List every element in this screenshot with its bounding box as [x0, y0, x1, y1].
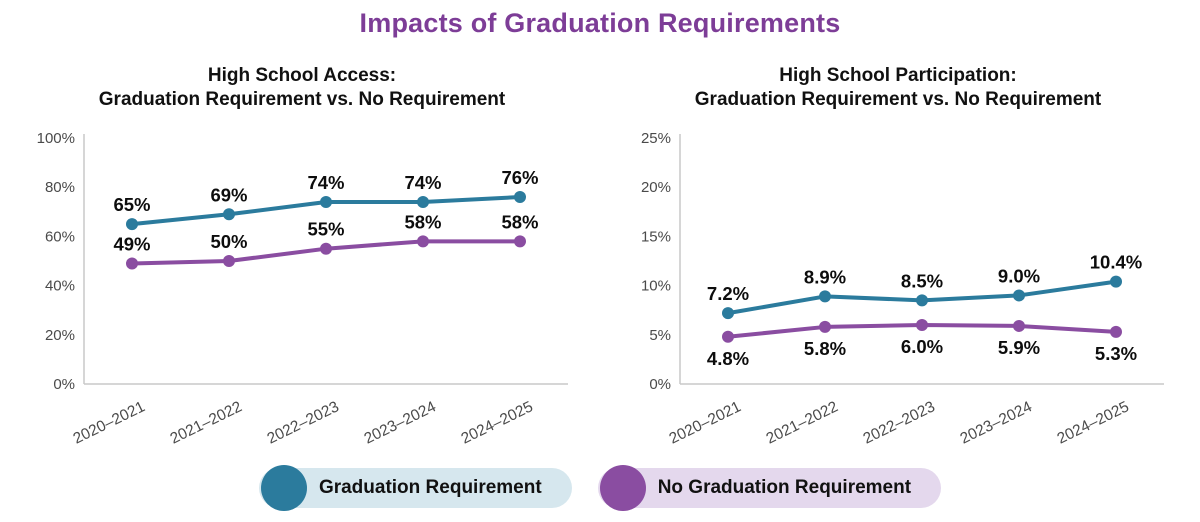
- data-label: 9.0%: [998, 265, 1040, 286]
- data-point: [223, 208, 235, 221]
- y-tick-label: 80%: [45, 179, 75, 196]
- legend-purple-circle-icon: [599, 465, 646, 511]
- y-tick-label: 40%: [45, 278, 75, 295]
- data-point: [722, 330, 734, 343]
- data-point: [1110, 275, 1122, 288]
- chart-title-access: High School Access: Graduation Requireme…: [12, 64, 592, 116]
- participation-line-chart: 0% 5% 10% 15% 20% 25% 2020–2021 2021–2022 2022–2…: [641, 130, 1164, 448]
- y-tick-label: 0%: [649, 376, 671, 393]
- legend-item-graduation-requirement: Graduation Requirement: [258, 465, 572, 511]
- data-label: 58%: [404, 211, 441, 232]
- legend-item-no-graduation-requirement: No Graduation Requirement: [597, 465, 942, 511]
- chart-access: High School Access: Graduation Requireme…: [12, 64, 592, 468]
- data-point: [514, 235, 526, 248]
- data-point: [514, 191, 526, 204]
- data-label: 8.5%: [901, 270, 943, 291]
- chart-title-participation: High School Participation: Graduation Re…: [608, 64, 1188, 116]
- legend-label-graduation-requirement: Graduation Requirement: [318, 477, 542, 498]
- data-point: [126, 218, 138, 231]
- data-label: 74%: [307, 172, 344, 193]
- y-tick-label: 15%: [641, 228, 671, 245]
- access-line-chart: 0% 20% 40% 60% 80% 100% 2020–2021 2021–2022 2022…: [37, 130, 568, 448]
- x-tick-label: 2020–2021: [667, 398, 744, 447]
- data-point: [1013, 289, 1025, 302]
- page-title: Impacts of Graduation Requirements: [359, 8, 841, 38]
- data-label: 49%: [113, 233, 150, 254]
- data-point: [722, 307, 734, 320]
- data-point: [819, 290, 831, 303]
- x-tick-label: 2022–2023: [265, 398, 342, 447]
- data-point: [916, 318, 928, 331]
- data-label: 55%: [307, 219, 344, 240]
- chart-title-access-line1: High School Access:: [207, 65, 397, 86]
- data-label: 5.3%: [1095, 343, 1137, 364]
- y-tick-label: 60%: [45, 228, 75, 245]
- x-tick-label: 2023–2024: [958, 398, 1036, 447]
- legend-label-no-graduation-requirement: No Graduation Requirement: [657, 477, 912, 498]
- data-label: 6.0%: [901, 336, 943, 357]
- data-label: 5.9%: [998, 337, 1040, 358]
- data-point: [126, 257, 138, 270]
- chart-participation: High School Participation: Graduation Re…: [608, 64, 1188, 468]
- x-tick-label: 2020–2021: [71, 398, 148, 447]
- data-point: [320, 195, 332, 208]
- legend: Graduation Requirement No Graduation Req…: [0, 465, 1200, 511]
- x-tick-label: 2023–2024: [362, 398, 440, 447]
- data-label: 58%: [501, 211, 538, 232]
- y-tick-label: 5%: [649, 327, 671, 344]
- data-point: [1110, 325, 1122, 338]
- data-point: [417, 195, 429, 208]
- data-label: 5.8%: [804, 338, 846, 359]
- y-tick-label: 0%: [53, 376, 75, 393]
- chart-title-participation-line2: Graduation Requirement vs. No Requiremen…: [694, 89, 1102, 111]
- y-tick-label: 20%: [45, 327, 75, 344]
- data-label: 7.2%: [707, 283, 749, 304]
- x-tick-label: 2021–2022: [764, 398, 841, 447]
- data-point: [819, 320, 831, 333]
- data-label: 8.9%: [804, 266, 846, 287]
- data-point: [223, 255, 235, 267]
- data-label: 4.8%: [707, 348, 749, 369]
- data-point: [417, 235, 429, 248]
- data-point: [916, 294, 928, 307]
- x-tick-label: 2022–2023: [861, 398, 938, 447]
- data-point: [320, 242, 332, 255]
- x-tick-label: 2024–2025: [459, 398, 536, 447]
- chart-title-participation-line1: High School Participation:: [779, 65, 1017, 86]
- data-label: 10.4%: [1090, 252, 1142, 273]
- data-label: 65%: [113, 194, 150, 215]
- data-label: 76%: [501, 167, 538, 188]
- legend-teal-circle-icon: [260, 465, 307, 511]
- data-label: 69%: [210, 184, 247, 205]
- y-tick-label: 100%: [37, 130, 75, 147]
- x-tick-label: 2021–2022: [168, 398, 245, 447]
- y-tick-label: 20%: [641, 179, 671, 196]
- chart-title-access-line2: Graduation Requirement vs. No Requiremen…: [98, 89, 506, 111]
- data-point: [1013, 319, 1025, 332]
- data-label: 50%: [210, 231, 247, 252]
- y-tick-label: 10%: [641, 278, 671, 295]
- x-tick-label: 2024–2025: [1055, 398, 1132, 447]
- y-tick-label: 25%: [641, 130, 671, 147]
- data-label: 74%: [404, 172, 441, 193]
